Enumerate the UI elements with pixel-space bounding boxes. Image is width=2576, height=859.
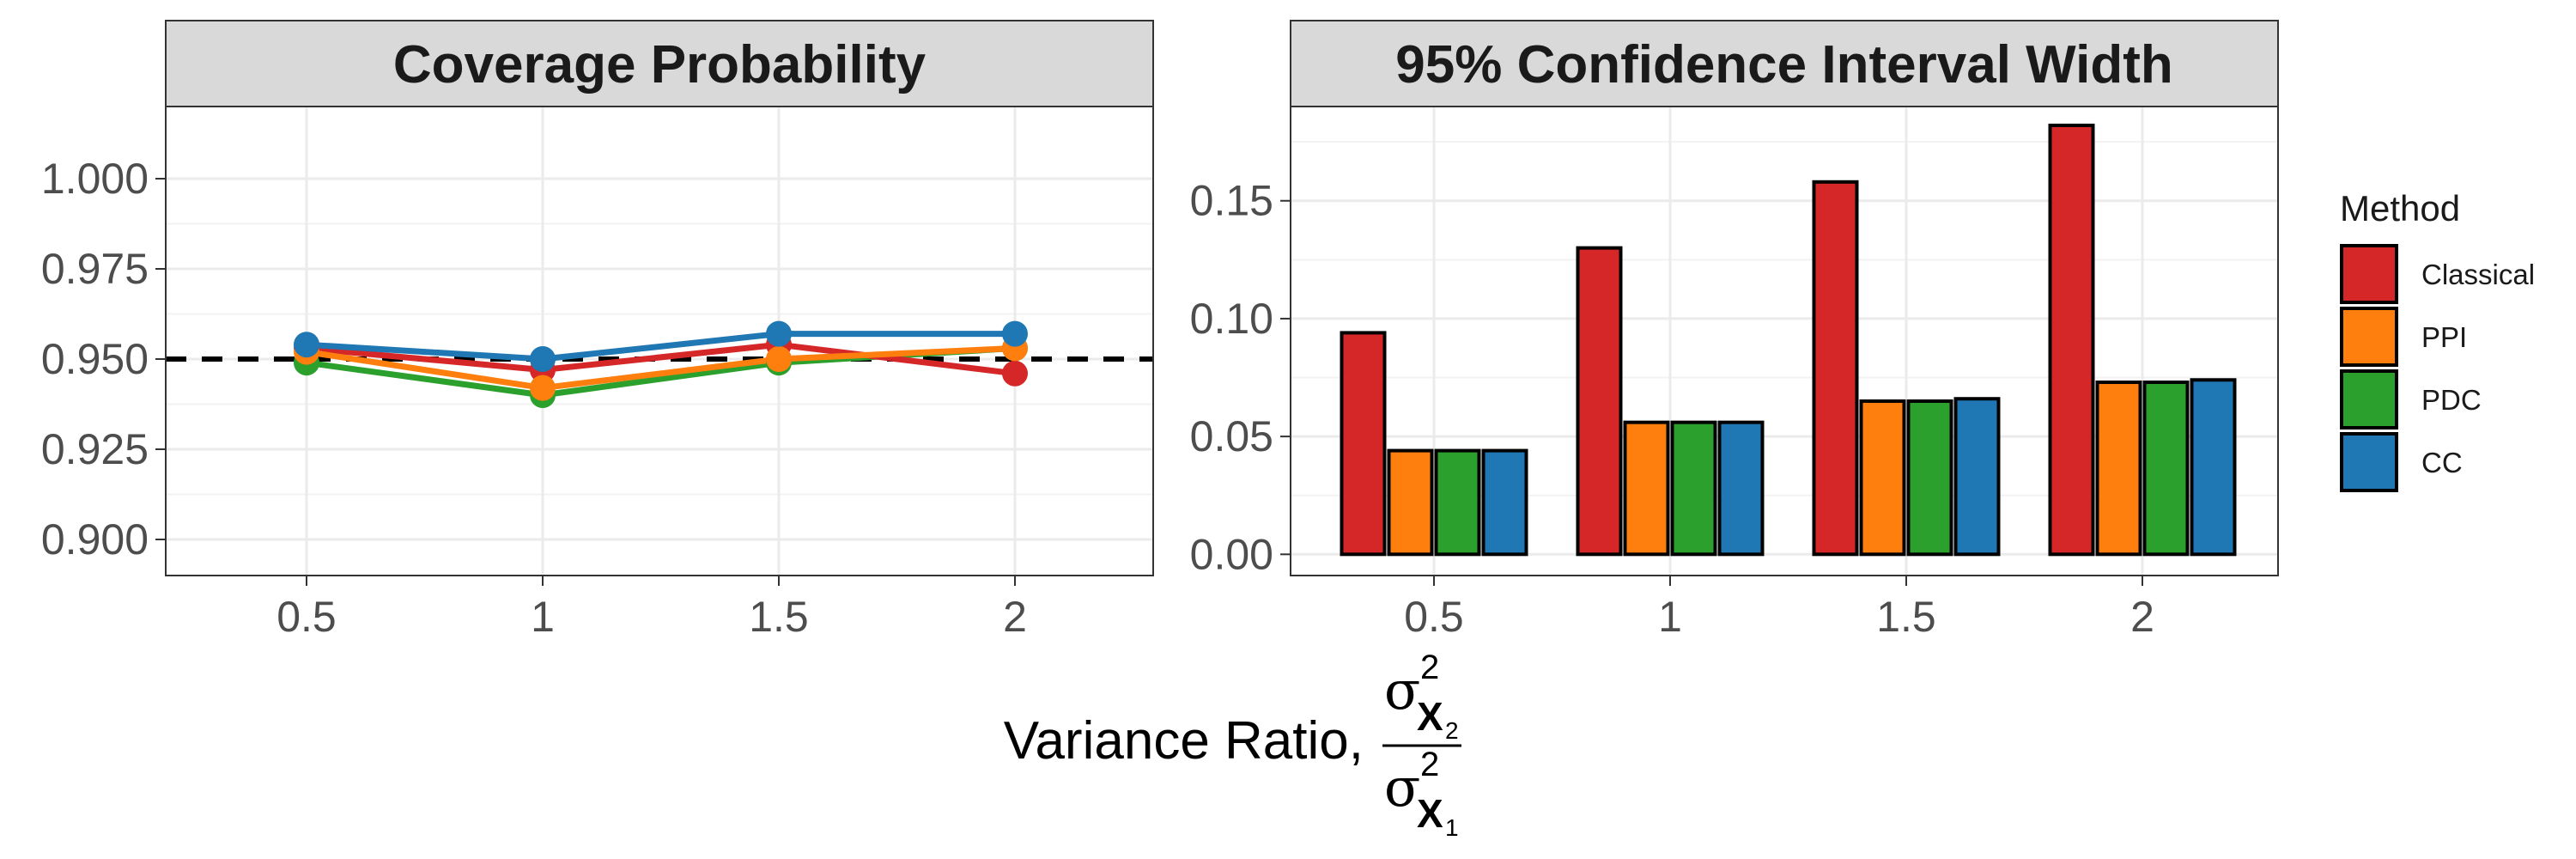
ci-width-bar-classical (1812, 180, 1859, 557)
coverage-panel: Coverage Probability 0.900 0.925 0.950 0.97… (41, 20, 1154, 641)
legend-label-cc: CC (2421, 447, 2463, 478)
coverage-strip (165, 20, 1154, 107)
ci-width-bar-cc (1953, 397, 2001, 557)
legend: Method Classical PPI PDC CC (2340, 188, 2535, 492)
ci-width-bar-pdc (1670, 420, 1717, 557)
ci-width-bar-ppi (2095, 381, 2142, 557)
coverage-point-ppi (530, 375, 556, 401)
coverage-panel-border (165, 106, 1154, 576)
legend-items: Classical PPI PDC CC (2340, 244, 2535, 492)
ci-width-bar-cc (1717, 420, 1765, 557)
x-axis-den-sup: 2 (1420, 746, 1439, 783)
coverage-point-ppi (766, 346, 792, 372)
coverage-y-tick-label: 0.975 (41, 245, 149, 293)
coverage-y-tick-label: 0.900 (41, 515, 149, 564)
legend-label-pdc: PDC (2421, 384, 2482, 416)
ci-width-y-tick-label: 0.10 (1190, 295, 1273, 343)
ci-width-bar-classical (1340, 331, 1387, 557)
coverage-x-tick-label: 1 (531, 593, 555, 641)
ci-width-bar-classical (1576, 246, 1623, 557)
ci-width-y-ticks: 0.00 0.05 0.10 0.15 (1190, 177, 1291, 578)
legend-label-classical: Classical (2421, 259, 2535, 290)
coverage-y-tick-label: 0.950 (41, 335, 149, 383)
ci-width-panel-border (1290, 106, 2279, 576)
ci-width-y-tick-label: 0.00 (1190, 530, 1273, 578)
coverage-x-tick-label: 0.5 (276, 593, 337, 641)
coverage-line-ppi (306, 344, 1016, 392)
x-axis-num-var: X (1417, 694, 1443, 739)
ci-width-y-tick-label: 0.15 (1190, 177, 1273, 225)
coverage-point-cc (530, 346, 556, 372)
coverage-point-cc (766, 320, 792, 347)
x-axis-den-sub: 1 (1445, 814, 1459, 841)
coverage-series (294, 320, 1028, 408)
ci-width-bar-classical (2048, 123, 2095, 557)
coverage-title: Coverage Probability (393, 35, 927, 94)
ci-width-x-tick-label: 1 (1658, 593, 1682, 641)
legend-key-cc (2340, 432, 2398, 492)
ci-width-x-tick-label: 2 (2130, 593, 2154, 641)
coverage-y-tick-label: 0.925 (41, 425, 149, 473)
x-axis-num-sup: 2 (1420, 649, 1439, 686)
legend-key-pdc (2340, 369, 2398, 430)
ci-width-x-ticks: 0.5 1 1.5 2 (1404, 576, 2154, 641)
coverage-x-tick-label: 1.5 (749, 593, 809, 641)
ci-width-x-tick-label: 0.5 (1404, 593, 1464, 641)
coverage-line-cc (306, 331, 1015, 362)
ci-width-y-tick-label: 0.05 (1190, 412, 1273, 460)
ci-width-bar-pdc (2142, 381, 2190, 557)
coverage-panel-bg (166, 107, 1153, 576)
x-axis-den-var: X (1417, 791, 1443, 836)
ci-width-bar-cc (2190, 378, 2237, 557)
coverage-line-classical (306, 341, 1016, 377)
coverage-y-ticks: 0.900 0.925 0.950 0.975 1.000 (41, 155, 166, 564)
coverage-point-classical (1002, 360, 1028, 387)
legend-label-ppi: PPI (2421, 321, 2467, 353)
x-axis-num-sub: 2 (1445, 717, 1459, 744)
coverage-point-cc (294, 332, 319, 358)
ci-width-bar-ppi (1387, 448, 1434, 557)
coverage-y-tick-label: 1.000 (41, 155, 149, 203)
legend-key-ppi (2340, 307, 2398, 367)
legend-title: Method (2340, 188, 2460, 228)
ci-width-bar-ppi (1623, 420, 1670, 557)
coverage-point-cc (1002, 320, 1028, 347)
ci-width-bar-pdc (1906, 399, 1953, 557)
x-axis-title-prefix: Variance Ratio, (1004, 711, 1364, 771)
ci-width-bar-ppi (1859, 399, 1906, 557)
ci-width-bar-cc (1481, 448, 1528, 557)
x-axis-num-sigma: σ (1384, 659, 1420, 722)
ci-width-panel: 95% Confidence Interval Width 0.000.050.… (1190, 20, 2279, 641)
x-axis-title: Variance Ratio, σ X 2 2 σ X 2 1 (1004, 649, 1461, 841)
ci-width-bars (1340, 123, 2237, 557)
ci-width-title: 95% Confidence Interval Width (1395, 35, 2172, 94)
coverage-x-ticks: 0.5 1 1.5 2 (276, 576, 1027, 641)
ci-width-bar-pdc (1434, 448, 1481, 557)
ci-width-strip (1290, 20, 2279, 107)
legend-key-classical (2340, 244, 2398, 304)
coverage-x-tick-label: 2 (1003, 593, 1027, 641)
ci-width-x-tick-label: 1.5 (1876, 593, 1936, 641)
x-axis-den-sigma: σ (1384, 756, 1420, 819)
